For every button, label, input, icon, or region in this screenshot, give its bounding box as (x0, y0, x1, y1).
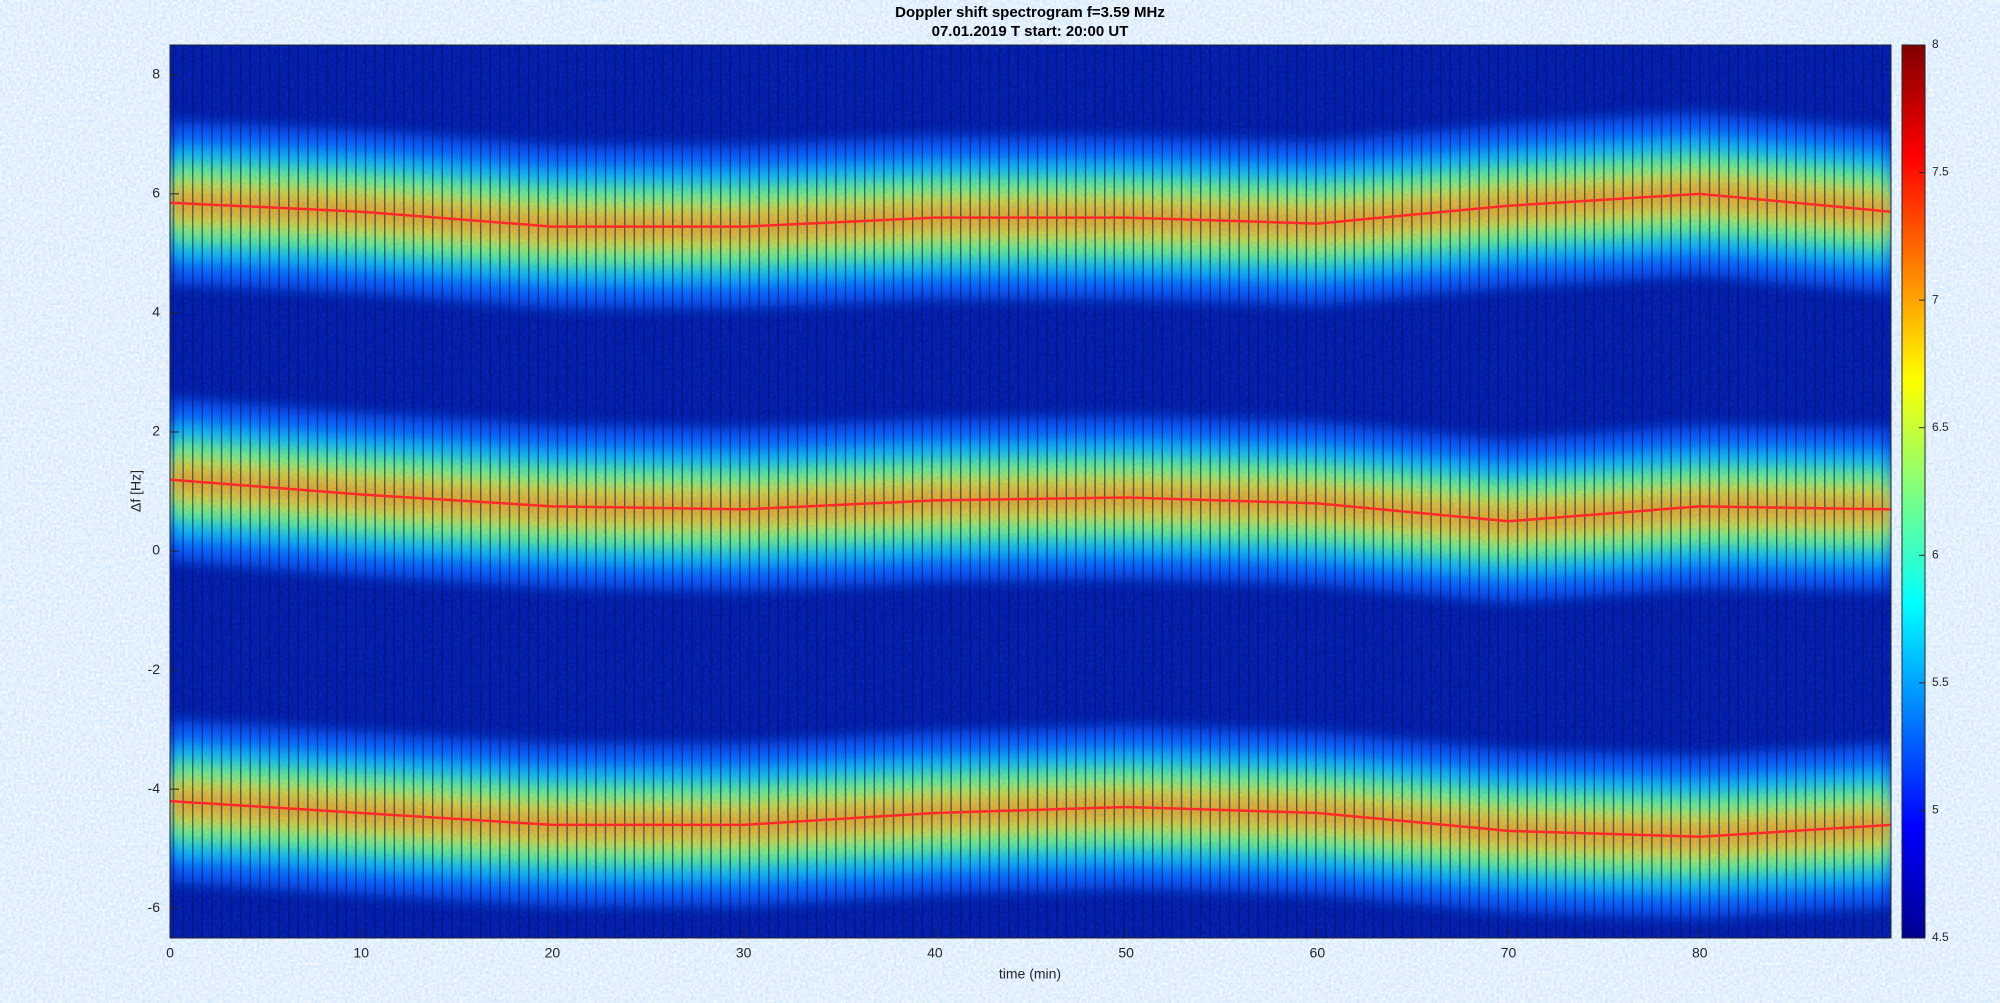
x-tick-label: 50 (1118, 945, 1134, 961)
x-tick-label: 40 (927, 945, 943, 961)
x-tick-label: 80 (1692, 945, 1708, 961)
tracks (170, 192, 1891, 839)
colorbar (1901, 44, 1926, 939)
colorbar-tick-label: 8 (1932, 37, 1939, 51)
chart-title: Doppler shift spectrogram f=3.59 MHz (895, 4, 1165, 21)
y-tick-label: -6 (148, 899, 161, 915)
x-tick-label: 10 (353, 945, 369, 961)
x-tick-label: 30 (736, 945, 752, 961)
chart-subtitle: 07.01.2019 T start: 20:00 UT (932, 23, 1129, 40)
track-line (170, 799, 1891, 839)
colorbar-tick-label: 7 (1932, 292, 1939, 306)
y-tick-label: -4 (148, 780, 161, 796)
x-tick-label: 60 (1310, 945, 1326, 961)
colorbar-tick-label: 6.5 (1932, 420, 1949, 434)
colorbar-tick-label: 5 (1932, 803, 1939, 817)
colorbar-tick-label: 6 (1932, 547, 1939, 561)
y-tick-label: 6 (152, 185, 160, 201)
y-tick-label: -2 (148, 661, 161, 677)
colorbar-tick-label: 7.5 (1932, 165, 1949, 179)
x-tick-label: 20 (545, 945, 561, 961)
y-tick-label: 4 (152, 304, 160, 320)
y-tick-label: 2 (152, 423, 160, 439)
track-line (170, 192, 1891, 228)
colorbar-tick-label: 4.5 (1932, 930, 1949, 944)
x-tick-label: 70 (1501, 945, 1517, 961)
track-line (170, 478, 1891, 523)
y-axis-label: Δf [Hz] (128, 470, 144, 512)
colorbar-tick-label: 5.5 (1932, 675, 1949, 689)
y-tick-label: 8 (152, 65, 160, 81)
y-tick-label: 0 (152, 542, 160, 558)
frame-stripes (170, 45, 1891, 938)
x-tick-label: 0 (166, 945, 174, 961)
plot-frame (169, 44, 1892, 939)
x-axis-label: time (min) (999, 966, 1061, 982)
